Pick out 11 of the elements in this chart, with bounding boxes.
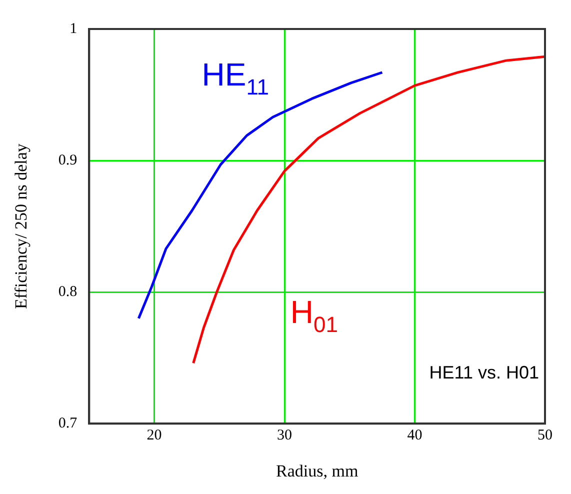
y-tick-label: 0.8 — [58, 284, 78, 300]
x-tick-label: 40 — [407, 428, 422, 444]
x-tick-label: 20 — [146, 428, 162, 444]
annotation: HE11 vs. H01 — [429, 362, 539, 383]
y-axis-title: Efficiency/ 250 ns delay — [12, 143, 31, 309]
x-axis-title: Radius, mm — [276, 461, 358, 480]
x-tick-label: 30 — [277, 428, 292, 444]
x-tick-label: 50 — [538, 428, 552, 444]
y-tick-label: 0.7 — [58, 416, 78, 432]
y-tick-label: 1 — [70, 20, 78, 37]
y-tick-label: 0.9 — [58, 152, 78, 168]
